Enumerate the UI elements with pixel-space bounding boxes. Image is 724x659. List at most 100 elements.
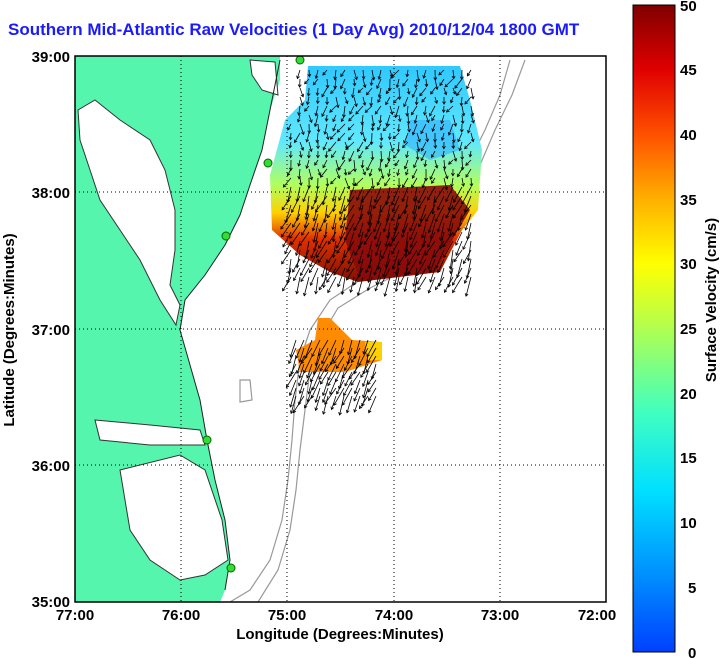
velocity-arrow-head: [377, 126, 381, 131]
velocity-arrow-icon: [350, 371, 361, 386]
velocity-arrow-head: [458, 147, 463, 152]
velocity-arrow-head: [340, 291, 345, 296]
velocity-arrow-head: [373, 236, 378, 240]
velocity-arrow-head: [377, 94, 382, 99]
velocity-arrow-icon: [448, 123, 454, 136]
velocity-arrow-icon: [380, 195, 391, 213]
velocity-arrow-icon: [388, 150, 391, 161]
velocity-arrow-icon: [308, 141, 312, 152]
velocity-arrow-icon: [367, 371, 377, 385]
velocity-arrow-icon: [419, 87, 427, 97]
velocity-arrow-head: [318, 228, 322, 233]
velocity-arrow-head: [314, 407, 319, 412]
velocity-arrow-icon: [461, 114, 464, 124]
velocity-arrow-head: [367, 228, 371, 233]
velocity-arrow-head: [321, 273, 325, 278]
velocity-arrow-head: [349, 110, 353, 115]
velocity-arrow-icon: [411, 105, 418, 116]
velocity-arrow-head: [380, 175, 385, 180]
velocity-arrow-icon: [433, 186, 445, 203]
velocity-arrow-icon: [377, 96, 382, 103]
velocity-arrow-icon: [376, 267, 382, 285]
velocity-arrow-icon: [384, 177, 391, 186]
velocity-arrow-head: [297, 84, 302, 88]
velocity-arrow-icon: [406, 150, 409, 158]
velocity-arrow-icon: [311, 339, 321, 357]
velocity-arrow-head: [443, 91, 448, 96]
velocity-arrow-head: [466, 72, 471, 77]
velocity-arrow-head: [407, 271, 411, 275]
velocity-arrow-head: [396, 128, 401, 133]
velocity-arrow-icon: [327, 363, 337, 381]
velocity-arrow-head: [365, 146, 369, 150]
velocity-arrow-head: [375, 243, 379, 248]
velocity-arrow-head: [440, 120, 444, 125]
velocity-arrow-head: [416, 78, 421, 83]
velocity-arrow-icon: [308, 258, 319, 273]
velocity-arrow-icon: [374, 186, 382, 203]
velocity-arrow-head: [350, 359, 355, 364]
velocity-arrow-icon: [467, 123, 472, 134]
velocity-arrow-head: [363, 241, 368, 245]
velocity-arrow-icon: [281, 195, 292, 211]
velocity-arrow-icon: [358, 249, 364, 264]
colorbar-tick: 30: [680, 256, 697, 273]
velocity-arrow-icon: [360, 363, 369, 378]
velocity-arrow-head: [396, 172, 400, 177]
velocity-arrow-icon: [343, 379, 353, 396]
velocity-arrow-head: [367, 388, 371, 393]
velocity-arrow-head: [470, 112, 475, 117]
velocity-arrow-head: [314, 209, 319, 213]
velocity-arrow-head: [464, 145, 468, 150]
velocity-arrow-icon: [398, 114, 401, 122]
velocity-arrow-head: [295, 217, 300, 222]
velocity-arrow-icon: [423, 69, 427, 79]
velocity-arrow-icon: [429, 267, 436, 283]
velocity-arrow-icon: [367, 240, 373, 258]
station-marker-icon: [263, 158, 273, 168]
station-marker-icon: [202, 435, 212, 445]
velocity-arrow-head: [377, 76, 382, 80]
velocity-arrow-head: [293, 277, 297, 282]
velocity-arrow-icon: [377, 123, 382, 131]
velocity-arrow-icon: [359, 195, 364, 211]
velocity-arrow-head: [330, 406, 335, 411]
velocity-arrow-icon: [408, 240, 418, 255]
velocity-arrow-head: [413, 120, 418, 124]
velocity-arrow-icon: [402, 141, 409, 148]
velocity-arrow-icon: [354, 177, 364, 186]
velocity-arrow-head: [335, 104, 340, 109]
velocity-arrow-icon: [352, 87, 355, 98]
velocity-arrow-head: [339, 85, 344, 90]
velocity-arrow-head: [377, 99, 381, 103]
velocity-arrow-icon: [395, 105, 400, 118]
velocity-arrow-icon: [385, 249, 391, 268]
velocity-arrow-icon: [290, 395, 297, 414]
velocity-arrow-icon: [289, 222, 301, 239]
velocity-arrow-icon: [470, 105, 474, 116]
velocity-arrow-icon: [457, 132, 463, 142]
velocity-arrow-icon: [315, 387, 321, 403]
velocity-arrow-head: [353, 355, 358, 360]
velocity-arrow-icon: [300, 258, 310, 276]
velocity-arrow-icon: [452, 222, 463, 237]
velocity-arrow-head: [374, 287, 378, 292]
velocity-arrow-head: [401, 234, 405, 238]
velocity-arrow-head: [345, 409, 350, 414]
velocity-arrow-icon: [347, 231, 355, 251]
velocity-arrow-head: [431, 128, 436, 132]
velocity-arrow-icon: [306, 96, 310, 105]
velocity-arrow-icon: [462, 231, 472, 250]
velocity-arrow-icon: [362, 371, 369, 387]
velocity-arrow-head: [294, 139, 298, 144]
velocity-arrow-icon: [407, 114, 410, 124]
velocity-arrow-icon: [350, 276, 355, 293]
velocity-arrow-head: [330, 90, 334, 94]
velocity-arrow-head: [369, 141, 374, 146]
velocity-arrow-icon: [327, 371, 337, 386]
velocity-arrow-head: [281, 233, 285, 238]
velocity-arrow-head: [353, 397, 357, 402]
velocity-arrow-head: [329, 136, 334, 140]
velocity-arrow-head: [288, 360, 292, 365]
velocity-arrow-head: [419, 92, 423, 97]
